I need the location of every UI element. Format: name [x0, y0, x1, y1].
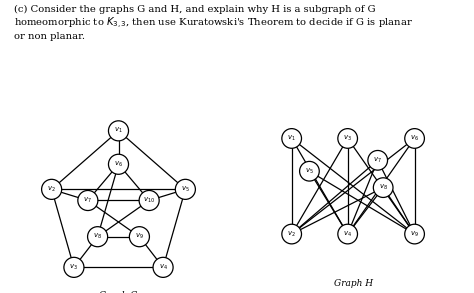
Circle shape: [129, 227, 149, 247]
Text: $v_{9}$: $v_{9}$: [410, 229, 419, 239]
Circle shape: [109, 154, 128, 174]
Text: (c) Consider the graphs G and H, and explain why H is a subgraph of G
homeomorph: (c) Consider the graphs G and H, and exp…: [14, 4, 413, 41]
Text: $v_{1}$: $v_{1}$: [114, 126, 123, 135]
Text: $v_{2}$: $v_{2}$: [287, 229, 296, 239]
Circle shape: [338, 224, 357, 244]
Text: $v_{2}$: $v_{2}$: [47, 185, 56, 194]
Circle shape: [300, 161, 319, 181]
Circle shape: [153, 257, 173, 277]
Circle shape: [405, 224, 424, 244]
Text: $v_{4}$: $v_{4}$: [159, 263, 168, 272]
Text: $v_{6}$: $v_{6}$: [114, 160, 123, 169]
Text: $v_{5}$: $v_{5}$: [181, 185, 190, 194]
Circle shape: [338, 129, 357, 148]
Circle shape: [282, 224, 301, 244]
Text: $v_{1}$: $v_{1}$: [287, 134, 296, 143]
Text: $v_{6}$: $v_{6}$: [410, 134, 419, 143]
Circle shape: [368, 151, 388, 170]
Circle shape: [282, 129, 301, 148]
Text: $v_{3}$: $v_{3}$: [70, 263, 78, 272]
Text: $v_{9}$: $v_{9}$: [135, 232, 144, 241]
Text: Graph H: Graph H: [334, 279, 373, 288]
Circle shape: [405, 129, 424, 148]
Text: Graph G: Graph G: [99, 292, 138, 293]
Circle shape: [78, 190, 98, 210]
Circle shape: [175, 179, 195, 199]
Circle shape: [374, 178, 393, 197]
Text: $v_{8}$: $v_{8}$: [379, 183, 388, 192]
Circle shape: [139, 190, 159, 210]
Text: $v_{4}$: $v_{4}$: [343, 229, 352, 239]
Circle shape: [42, 179, 62, 199]
Text: $v_{7}$: $v_{7}$: [374, 156, 382, 165]
Text: $v_{10}$: $v_{10}$: [143, 196, 155, 205]
Circle shape: [64, 257, 84, 277]
Circle shape: [109, 121, 128, 141]
Circle shape: [88, 227, 108, 247]
Text: $v_{8}$: $v_{8}$: [93, 232, 102, 241]
Text: $v_{7}$: $v_{7}$: [83, 196, 92, 205]
Text: $v_{5}$: $v_{5}$: [305, 167, 314, 176]
Text: $v_{3}$: $v_{3}$: [343, 134, 352, 143]
